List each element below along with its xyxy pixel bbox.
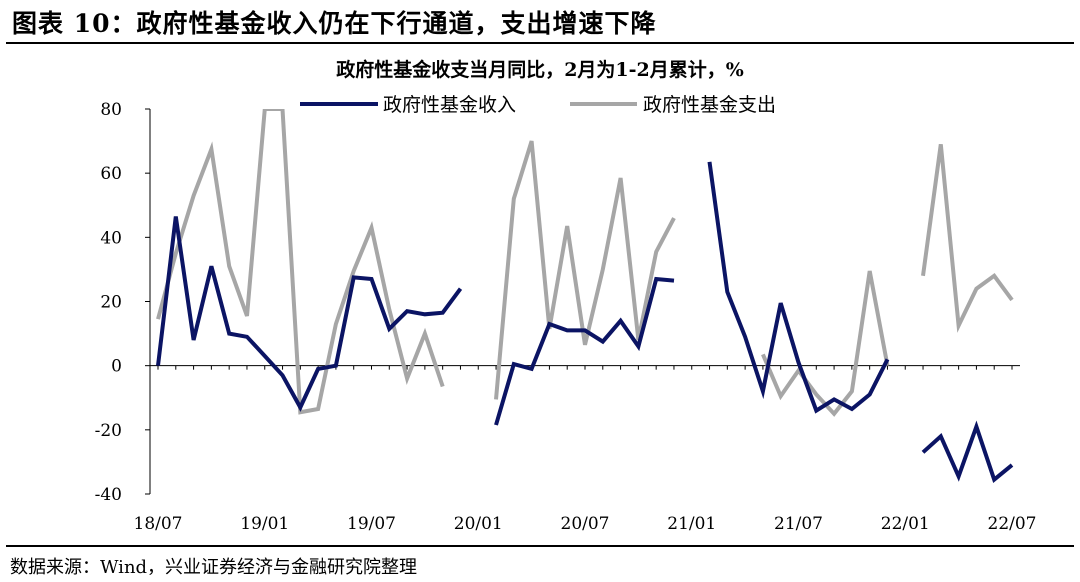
title-rule: [6, 42, 1074, 44]
legend: 政府性基金收入 政府性基金支出: [300, 94, 776, 116]
expenditure-series-line: [156, 109, 1014, 417]
y-tick-label: 20: [100, 293, 122, 313]
x-tick-label: 19/07: [347, 514, 396, 534]
x-tick-label: 21/07: [774, 514, 823, 534]
source-rule: [6, 545, 1074, 547]
y-tick-label: 80: [100, 100, 122, 120]
legend-item-expenditure: 政府性基金支出: [570, 94, 776, 116]
legend-label: 政府性基金收入: [383, 94, 516, 116]
y-tick-label: 0: [111, 357, 122, 377]
x-tick-label: 22/01: [881, 514, 930, 534]
x-tick-label: 18/07: [134, 514, 183, 534]
x-tick-label: 22/07: [988, 514, 1037, 534]
y-tick-label: 60: [100, 164, 122, 184]
axes: 80 60 40 20 0 -20 -40 18/07 19/01 19/07 20/01 20/07…: [95, 100, 1037, 534]
x-tick-label: 19/01: [240, 514, 289, 534]
y-tick-label: -20: [95, 421, 122, 441]
legend-label: 政府性基金支出: [643, 94, 776, 116]
x-tick-label: 20/07: [561, 514, 610, 534]
chart-subtitle: 政府性基金收支当月同比，2月为1-2月累计，%: [336, 58, 744, 81]
x-tick-label: 21/01: [667, 514, 716, 534]
income-series-line: [156, 161, 1014, 483]
figure-title: 图表 10：政府性基金收入仍在下行通道，支出增速下降: [12, 9, 657, 38]
x-tick-label: 20/01: [454, 514, 503, 534]
y-tick-label: -40: [95, 485, 122, 505]
legend-item-income: 政府性基金收入: [300, 94, 516, 116]
series-layer: [156, 109, 1014, 483]
y-tick-label: 40: [100, 228, 122, 248]
source-note: 数据来源：Wind，兴业证券经济与金融研究院整理: [10, 557, 418, 578]
